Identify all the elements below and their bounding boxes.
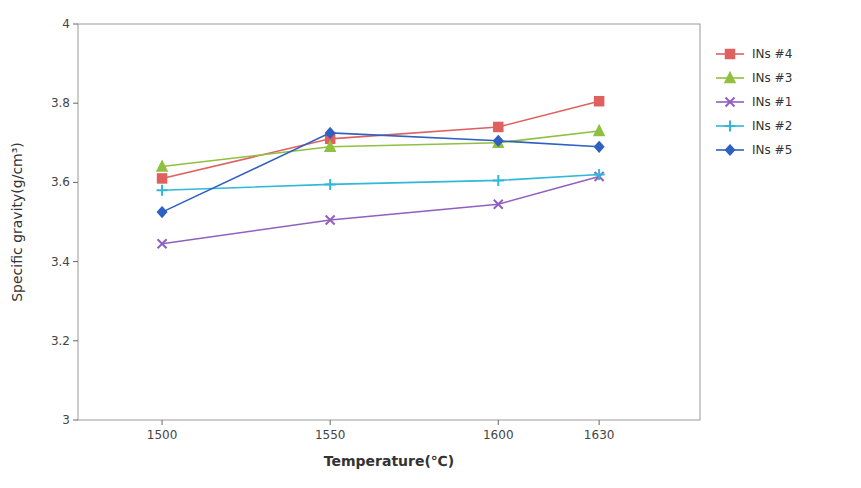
y-tick (73, 340, 78, 341)
series-line (162, 176, 599, 243)
x-tick-label: 1600 (483, 428, 514, 442)
plot-data (157, 97, 605, 249)
point (595, 142, 604, 152)
x-tick-label: 1630 (584, 428, 615, 442)
y-tick (73, 420, 78, 421)
y-tick (73, 103, 78, 104)
point (493, 175, 504, 186)
x-tick (498, 420, 499, 425)
point (325, 179, 336, 190)
series-line (162, 131, 599, 167)
x-tick (162, 420, 163, 425)
point (157, 185, 168, 196)
point (157, 161, 167, 171)
y-tick-label: 3 (62, 413, 70, 427)
x-tick-label: 1550 (315, 428, 346, 442)
legend: INs #4 INs #3 INs #1 INs #2 INs #5 (716, 47, 792, 157)
chart: 1500 1550 1600 1630 3 3.2 3.4 3.6 3.8 4 Temperatur… (0, 0, 861, 488)
series-line (162, 101, 599, 178)
y-tick-label: 3.4 (51, 255, 70, 269)
y-tick-label: 3.8 (51, 96, 70, 110)
point (158, 174, 167, 183)
series-line (162, 133, 599, 212)
y-tick (73, 182, 78, 183)
legend-label: INs #2 (752, 119, 792, 133)
plot-frame (78, 24, 700, 420)
legend-marker (726, 98, 735, 107)
legend-marker (725, 73, 735, 83)
y-tick-label: 3.6 (51, 175, 70, 189)
x-tick-label: 1500 (147, 428, 178, 442)
y-tick (73, 261, 78, 262)
point (158, 207, 167, 217)
legend-marker (726, 145, 735, 155)
point (326, 216, 335, 225)
x-axis-label: Temperature(℃) (324, 453, 454, 469)
y-tick-label: 4 (62, 17, 70, 31)
point (494, 122, 503, 131)
series-line (162, 174, 599, 190)
point (494, 200, 503, 209)
y-tick-label: 3.2 (51, 334, 70, 348)
point (594, 169, 605, 180)
legend-label: INs #5 (752, 143, 792, 157)
legend-marker (726, 50, 735, 59)
x-tick (599, 420, 600, 425)
point (595, 97, 604, 106)
point (158, 239, 167, 248)
legend-label: INs #4 (752, 47, 792, 61)
point (325, 141, 335, 151)
legend-label: INs #1 (752, 95, 792, 109)
point (326, 128, 335, 138)
y-axis-label: Specific gravity(g/cm³) (9, 142, 25, 302)
legend-marker (725, 121, 736, 132)
legend-label: INs #3 (752, 71, 792, 85)
y-tick (73, 24, 78, 25)
point (594, 125, 604, 135)
x-tick (330, 420, 331, 425)
point (494, 136, 503, 146)
